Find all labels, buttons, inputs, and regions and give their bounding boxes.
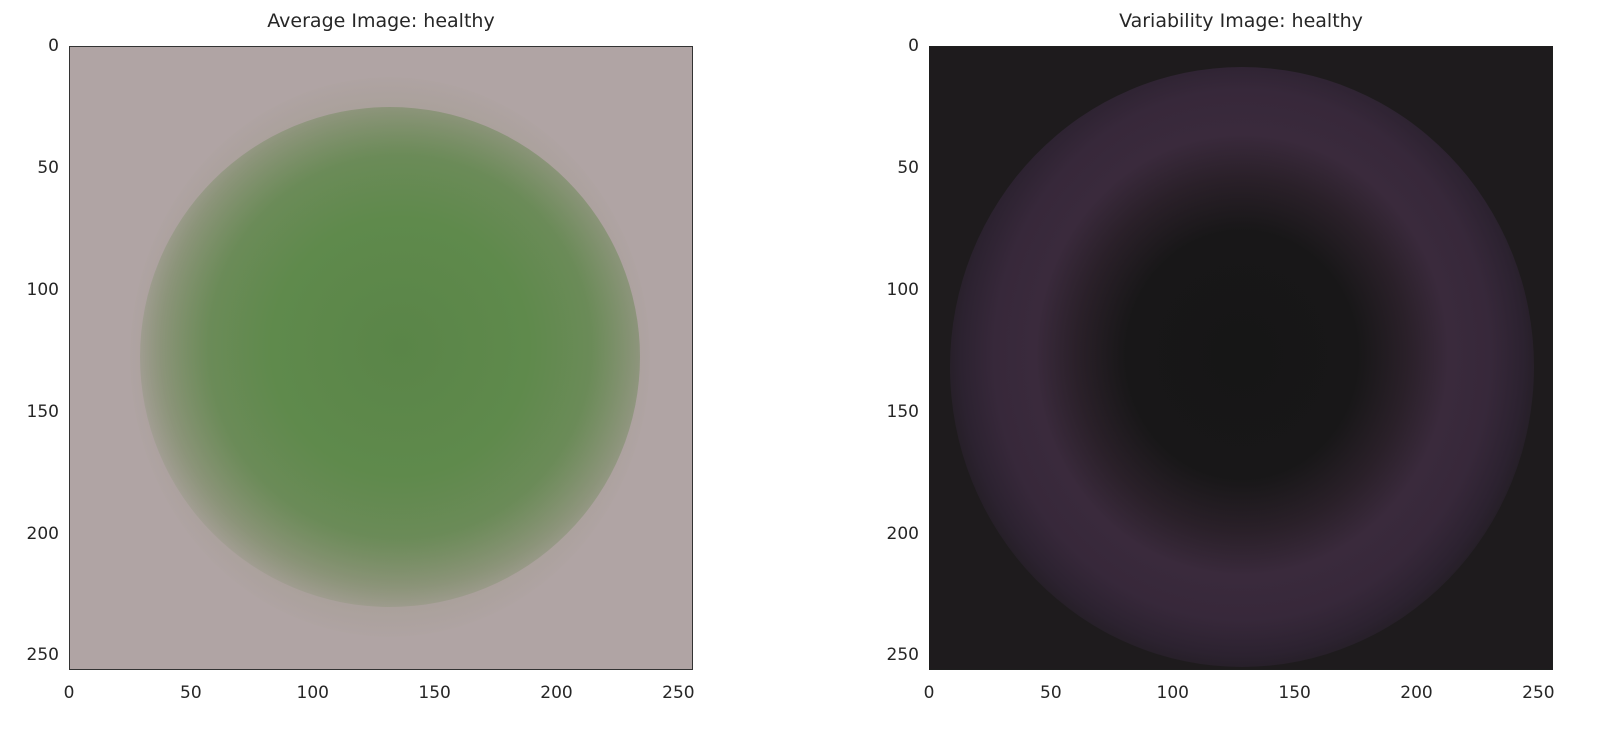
variability-image-title: Variability Image: healthy (1119, 10, 1363, 32)
x-tick-label: 250 (662, 683, 695, 703)
x-tick-label: 150 (1278, 683, 1311, 703)
x-tick-label: 50 (1040, 683, 1062, 703)
y-tick-label: 100 (886, 279, 919, 300)
y-tick-label: 100 (26, 279, 59, 300)
average-image-leaf-blob (140, 107, 640, 607)
x-tick-label: 150 (418, 683, 451, 703)
average-image-panel: Average Image: healthy 0 50 100 150 200 250 0 5… (0, 0, 760, 732)
x-tick-label: 250 (1522, 683, 1555, 703)
y-tick-label: 250 (26, 645, 59, 666)
x-tick-label: 200 (1400, 683, 1433, 703)
y-tick-label: 250 (886, 645, 919, 666)
variability-image-ring (950, 67, 1534, 667)
average-image (70, 47, 692, 669)
x-tick-label: 50 (180, 683, 202, 703)
y-tick-label: 50 (37, 157, 59, 178)
y-tick-label: 200 (26, 523, 59, 544)
x-tick-label: 0 (63, 683, 75, 703)
y-tick-label: 0 (908, 36, 919, 56)
variability-image-panel: Variability Image: healthy 0 50 100 150 200 2… (860, 0, 1597, 732)
variability-image-plot-area (929, 46, 1553, 670)
y-tick-label: 150 (26, 401, 59, 422)
variability-image (930, 47, 1552, 669)
x-tick-label: 100 (1156, 683, 1189, 703)
y-tick-label: 200 (886, 523, 919, 544)
x-tick-label: 200 (540, 683, 573, 703)
average-image-plot-area (69, 46, 693, 670)
y-tick-label: 0 (48, 36, 59, 56)
average-image-title: Average Image: healthy (267, 10, 495, 32)
x-tick-label: 0 (923, 683, 935, 703)
x-tick-label: 100 (296, 683, 329, 703)
y-tick-label: 150 (886, 401, 919, 422)
y-tick-label: 50 (897, 157, 919, 178)
